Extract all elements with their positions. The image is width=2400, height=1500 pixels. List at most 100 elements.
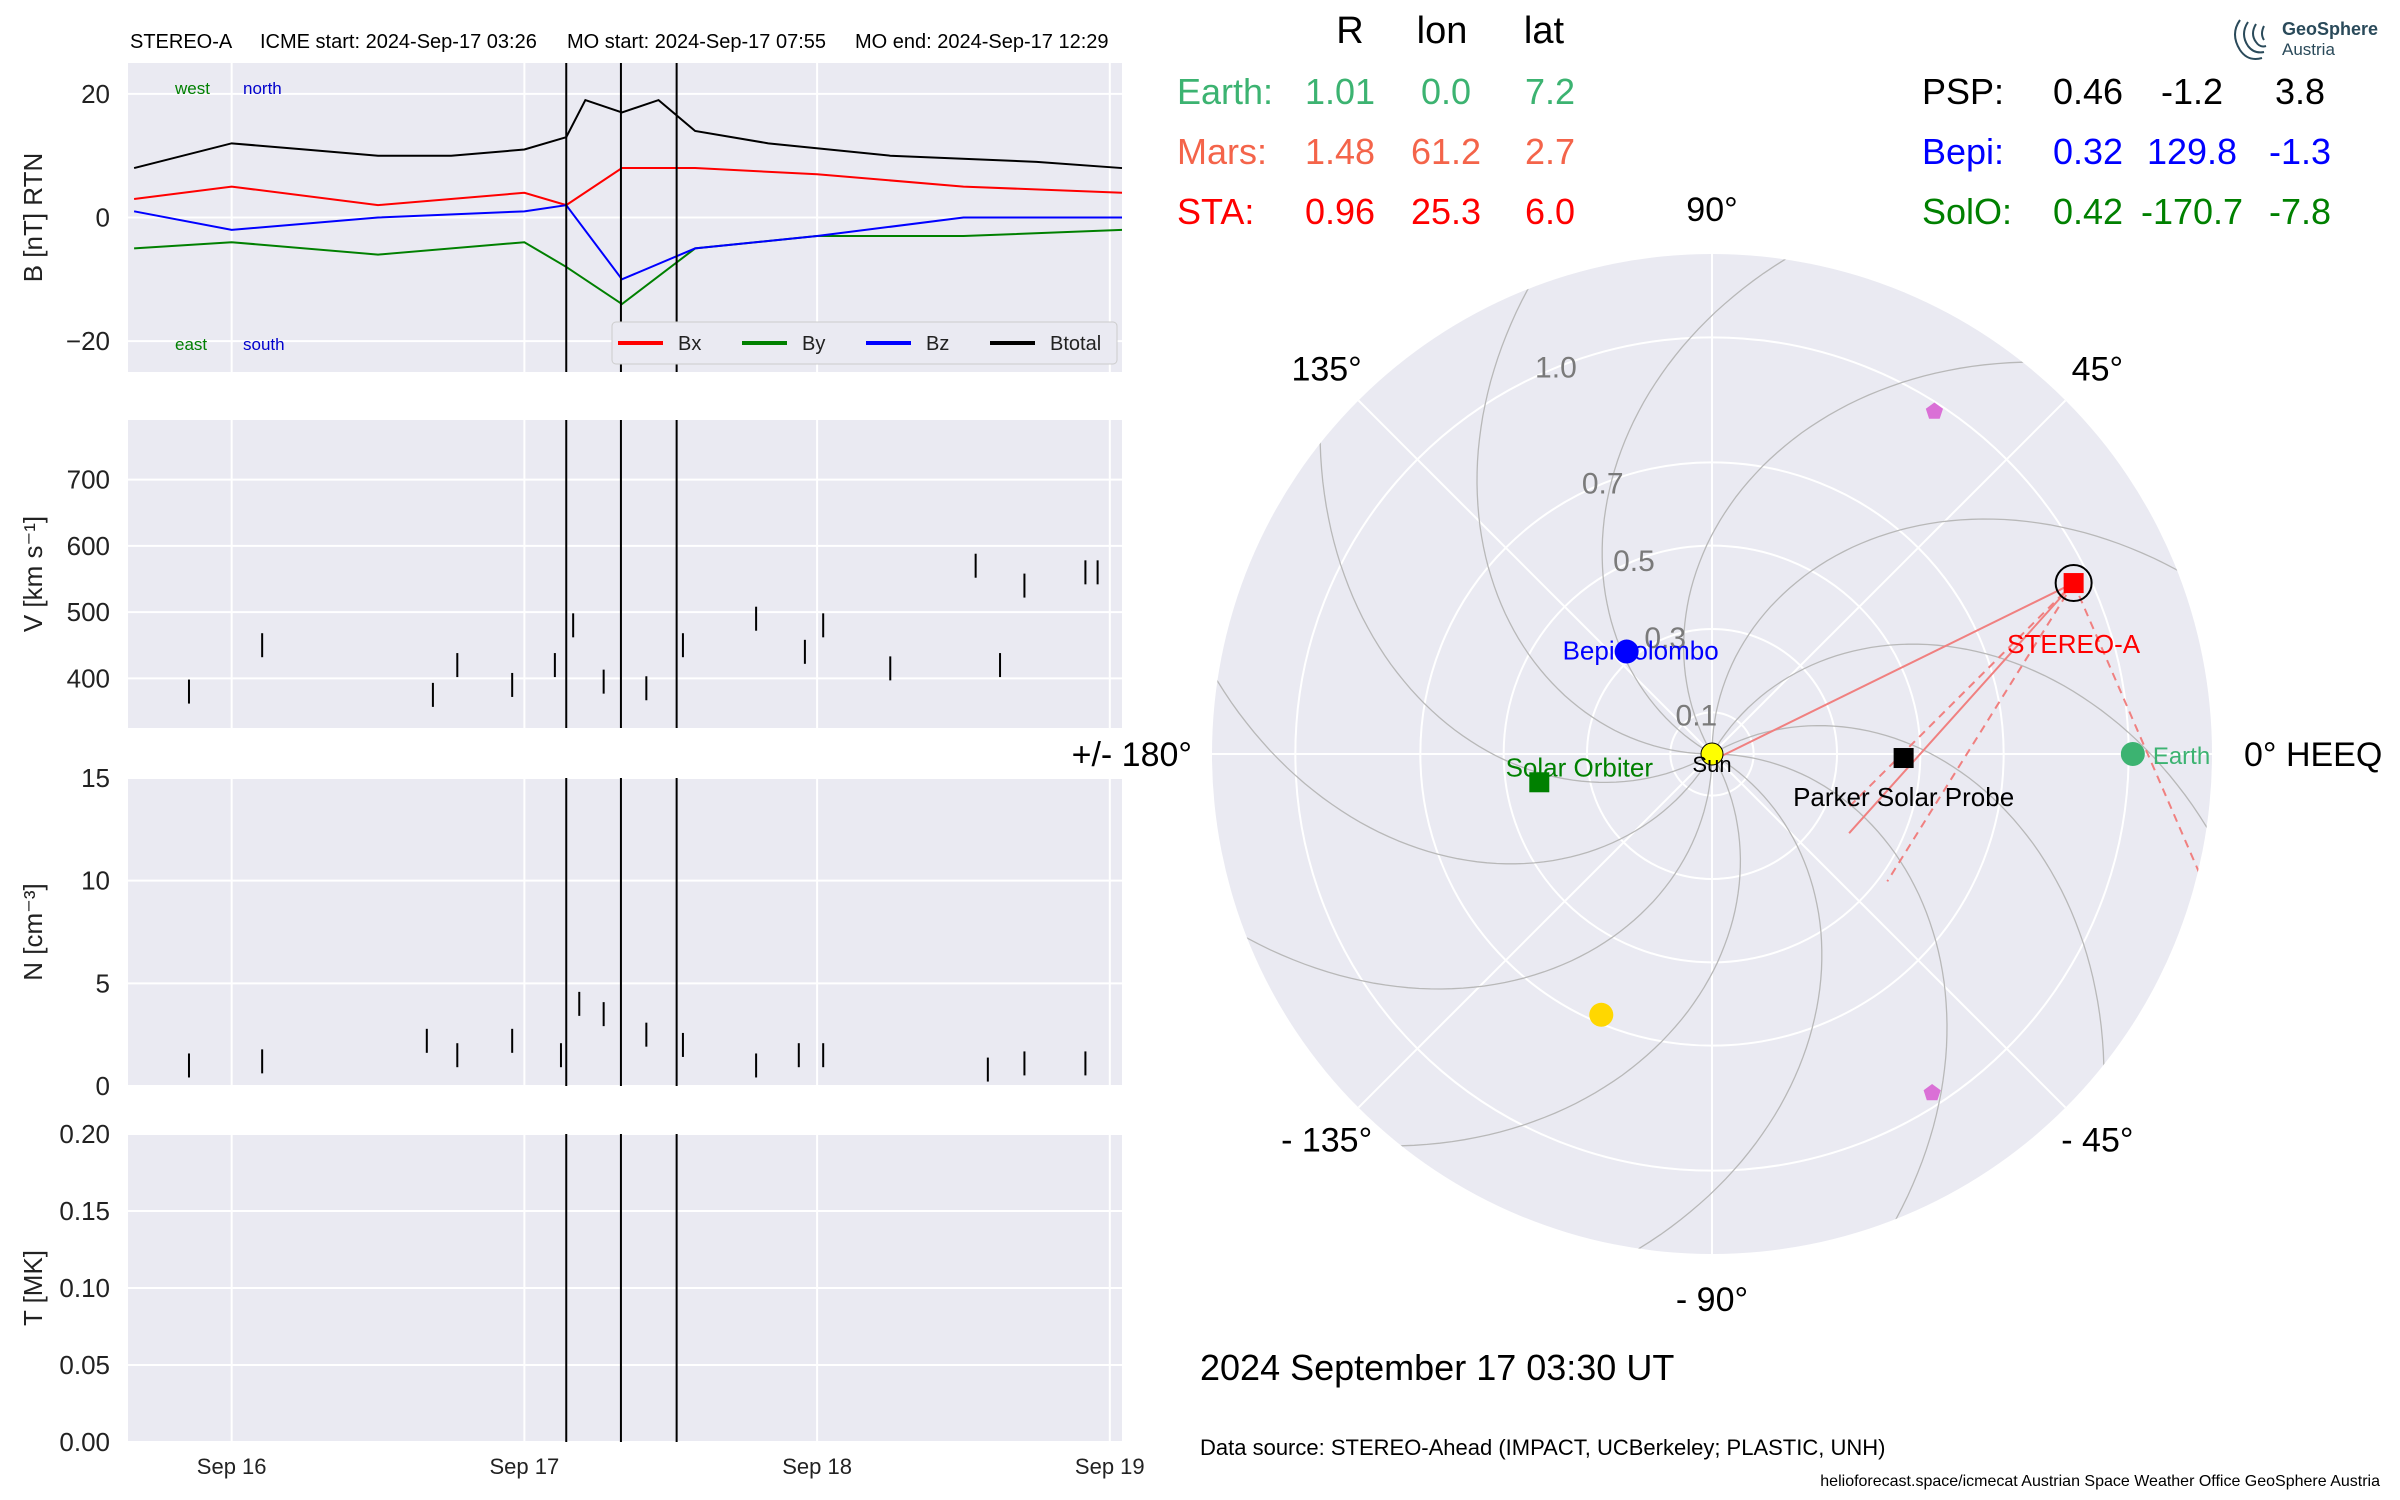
y-tick-label: 0.15: [59, 1196, 110, 1226]
parker-spiral-line: [1601, 254, 1809, 755]
angle-label: +/- 180°: [1072, 736, 1192, 774]
date-label: 2024 September 17 03:30 UT: [1200, 1347, 1674, 1388]
row-r: 1.48: [1305, 131, 1375, 172]
series-group: [133, 98, 1123, 306]
body-marker-solar-orbiter: [1529, 772, 1550, 793]
stereo-a-ring: [2054, 564, 2093, 603]
y-tick-label: 0.20: [59, 1119, 110, 1149]
radial-label: 0.5: [1613, 545, 1655, 578]
angle-label: 135°: [1291, 351, 1361, 389]
body-label-earth: Earth: [2153, 743, 2210, 770]
y-axis-label: T [MK]: [18, 1250, 48, 1326]
x-tick-label: Sep 16: [197, 1454, 267, 1479]
footer-credits: helioforecast.space/icmecat Austrian Spa…: [1820, 1473, 2380, 1490]
y-tick-label: −20: [66, 326, 110, 356]
row-r: 0.96: [1305, 191, 1375, 232]
body-label-bepicolombo: BepiColombo: [1563, 636, 1719, 666]
row-lat: 7.2: [1525, 71, 1575, 112]
logo-swirl-icon: [2234, 19, 2267, 60]
row-r: 0.42: [2053, 191, 2123, 232]
legend-label-Bz: Bz: [926, 333, 949, 355]
body-marker-body-6: [1925, 402, 1943, 419]
panel-background: [128, 778, 1122, 1086]
y-tick-label: 0: [96, 1071, 110, 1101]
angle-label: - 135°: [1281, 1121, 1372, 1159]
angular-gridline: [1711, 753, 2067, 1109]
y-tick-label: 700: [67, 465, 110, 495]
row-lat: -1.3: [2269, 131, 2331, 172]
panel-3: 0.20 0.15 0.10 0.05 0.00 T [MK] Sep 16 Sep 17 Se…: [18, 1119, 1145, 1479]
angular-gridline: [1357, 753, 1713, 1109]
row-r: 0.32: [2053, 131, 2123, 172]
panel-background: [128, 420, 1122, 728]
positions-table: R lon lat Earth: 1.01 0.0 7.2 Mars: 1.48 61.2 2…: [1177, 10, 2331, 232]
parker-spiral-line: [1711, 518, 2200, 755]
fov-line: [1846, 582, 2075, 810]
parker-spiral-line: [1375, 753, 1742, 1147]
series-group: [187, 991, 1087, 1082]
angle-label: - 45°: [2061, 1121, 2133, 1159]
annotation-south: south: [243, 335, 285, 354]
row-lon: -170.7: [2141, 191, 2243, 232]
body-marker-parker-solar-probe: [1893, 748, 1914, 769]
table-header-r: R: [1336, 10, 1363, 52]
row-lat: -7.8: [2269, 191, 2331, 232]
body-marker-bepicolombo: [1614, 639, 1639, 664]
fov-line: [1848, 582, 2075, 834]
body-marker-earth: [2120, 742, 2145, 766]
y-tick-label: 10: [81, 866, 110, 896]
y-tick-label: 0.10: [59, 1273, 110, 1303]
y-tick-label: 0: [96, 203, 110, 233]
y-tick-label: 20: [81, 79, 110, 109]
parker-spiral-line: [1224, 753, 1713, 990]
parker-spiral-line: [1476, 266, 1713, 755]
series-line-Btotal: [133, 98, 1123, 170]
parker-spiral-line: [1711, 724, 2105, 1091]
angular-gridline: [1711, 399, 2067, 755]
fov-line: [1886, 582, 2075, 882]
row-lon: 61.2: [1411, 131, 1481, 172]
geosphere-logo: GeoSphere Austria: [2234, 19, 2378, 60]
row-lat: 2.7: [1525, 131, 1575, 172]
parker-spiral-line: [1615, 753, 1823, 1254]
legend-box: [611, 321, 1118, 365]
annotation-west: west: [174, 79, 210, 98]
row-lon: 0.0: [1421, 71, 1471, 112]
row-name: Earth:: [1177, 71, 1273, 112]
y-axis-label: B [nT] RTN: [18, 153, 48, 283]
parker-spiral-line: [1711, 753, 1948, 1242]
series-line-By: [134, 228, 1123, 306]
logo-line2: Austria: [2282, 40, 2335, 59]
row-r: 0.46: [2053, 71, 2123, 112]
angular-gridline: [1357, 399, 1713, 755]
row-lon: -1.2: [2161, 71, 2223, 112]
radial-label: 1.0: [1535, 352, 1577, 385]
header-mo-start: MO start: 2024-Sep-17 07:55: [567, 31, 826, 53]
y-tick-label: 0.05: [59, 1350, 110, 1380]
legend-label-Btotal: Btotal: [1050, 333, 1101, 355]
y-tick-label: 600: [67, 531, 110, 561]
body-marker-body-7: [1923, 1084, 1941, 1101]
body-label-parker-solar-probe: Parker Solar Probe: [1793, 782, 2014, 812]
polar-grid: [1212, 254, 2212, 1254]
header-icme-start: ICME start: 2024-Sep-17 03:26: [260, 31, 537, 53]
legend-label-By: By: [802, 333, 825, 355]
fov-line: [1719, 582, 2075, 758]
parker-spiral-line: [1319, 417, 1713, 784]
y-tick-label: 400: [67, 663, 110, 693]
time-series-panels: 20 0 −20 B [nT] RTN west north east south Bx By Bz…: [18, 63, 1145, 1479]
x-tick-label: Sep 19: [1075, 1454, 1145, 1479]
series-line-Bx: [133, 167, 1123, 207]
series-group: [187, 553, 1099, 707]
row-lat: 6.0: [1525, 191, 1575, 232]
angle-label: - 90°: [1676, 1281, 1748, 1319]
x-tick-label: Sep 17: [490, 1454, 560, 1479]
annotation-east: east: [175, 335, 207, 354]
row-name: SolO:: [1922, 191, 2012, 232]
body-label-sun: Sun: [1692, 752, 1731, 777]
row-lat: 3.8: [2275, 71, 2325, 112]
row-name: Bepi:: [1922, 131, 2004, 172]
legend-label-Bx: Bx: [678, 333, 701, 355]
radial-label: 0.7: [1582, 468, 1624, 501]
body-label-solar-orbiter: Solar Orbiter: [1506, 752, 1654, 782]
